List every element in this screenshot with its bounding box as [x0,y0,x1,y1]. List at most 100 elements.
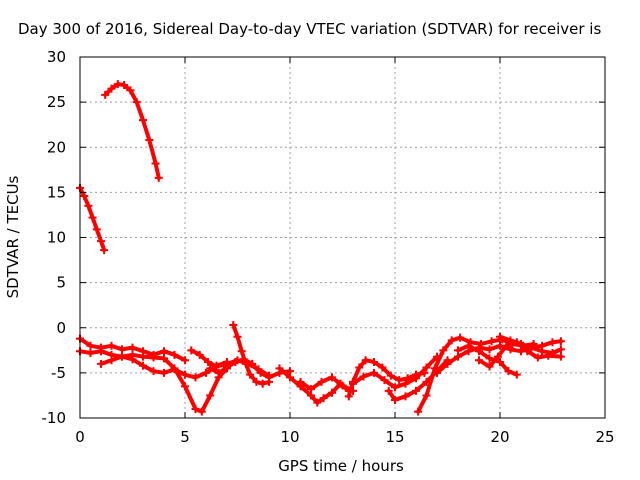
data-point [252,377,261,386]
data-point [496,332,504,341]
data-point [80,191,89,200]
data-point [195,350,204,359]
y-tick-label: 30 [47,48,66,66]
y-tick-label: 25 [47,93,66,111]
series-trace [208,357,292,380]
data-point [512,338,521,347]
data-point [107,84,116,93]
data-point [149,353,158,362]
data-point [454,346,462,355]
data-point [97,359,105,368]
x-tick-label: 0 [75,428,85,446]
data-point [160,354,168,363]
data-point [128,355,137,364]
data-point [443,359,452,368]
data-series [475,338,565,371]
data-point [212,362,221,371]
data-series [454,341,521,379]
data-point [202,368,210,377]
data-point [204,358,213,367]
y-tick-label: -5 [51,364,66,382]
data-point [328,388,336,397]
data-point [214,368,223,377]
data-point [414,407,423,416]
data-point [181,356,189,365]
data-point [370,358,378,367]
data-point [313,398,322,407]
data-series [229,321,273,388]
x-tick-label: 10 [280,428,299,446]
data-point [487,337,496,346]
data-point [344,392,353,401]
data-point [118,352,126,361]
data-point [384,386,393,395]
data-point [170,350,179,359]
data-point [401,392,410,401]
data-point [401,379,410,388]
data-point [317,377,326,386]
data-point [493,352,502,361]
data-point [355,363,364,372]
data-point [139,116,147,125]
data-point [187,346,196,355]
data-point [464,341,473,350]
data-point [456,333,465,342]
data-point [391,395,399,404]
data-point [475,347,483,356]
data-point [506,345,515,354]
data-point [181,382,189,391]
data-point [527,343,536,352]
data-point [380,376,389,385]
x-tick-label: 25 [595,428,614,446]
data-point [86,349,95,358]
data-point [296,377,305,386]
series-trace [78,349,229,414]
data-point [160,368,168,377]
data-point [100,246,109,255]
data-point [523,347,532,356]
data-point [485,345,494,354]
data-point [439,346,448,355]
data-point [132,98,141,107]
data-point [370,368,378,377]
data-point [256,368,265,377]
data-point [92,225,101,234]
data-point [412,374,420,383]
data-point [239,355,248,364]
data-point [246,370,255,379]
x-axis-label: GPS time / hours [278,457,404,475]
data-point [485,362,494,371]
data-point [433,368,441,377]
data-point [206,364,215,373]
data-point [229,321,238,330]
data-point [548,338,557,347]
y-tick-label: 5 [56,274,66,292]
data-point [386,371,395,380]
data-point [361,356,370,365]
data-point [328,373,336,382]
data-point [378,363,387,372]
data-point [107,341,116,350]
y-tick-label: -10 [42,409,67,427]
data-point [191,373,200,382]
data-point [258,379,267,388]
y-axis-label: SDTVAR / TECUs [4,175,22,298]
data-point [151,159,160,168]
data-point [512,370,521,379]
chart-title: Day 300 of 2016, Sidereal Day-to-day VTE… [18,20,601,38]
data-point [160,347,168,356]
data-point [248,359,257,368]
data-point [128,343,137,352]
data-point [412,386,420,395]
y-tick-label: 0 [56,319,66,337]
data-point [544,351,553,360]
data-point [237,347,246,356]
data-point [556,345,565,354]
data-point [422,363,431,372]
data-point [533,353,542,362]
data-point [118,345,126,354]
series-group [76,80,565,416]
data-point [338,381,347,390]
